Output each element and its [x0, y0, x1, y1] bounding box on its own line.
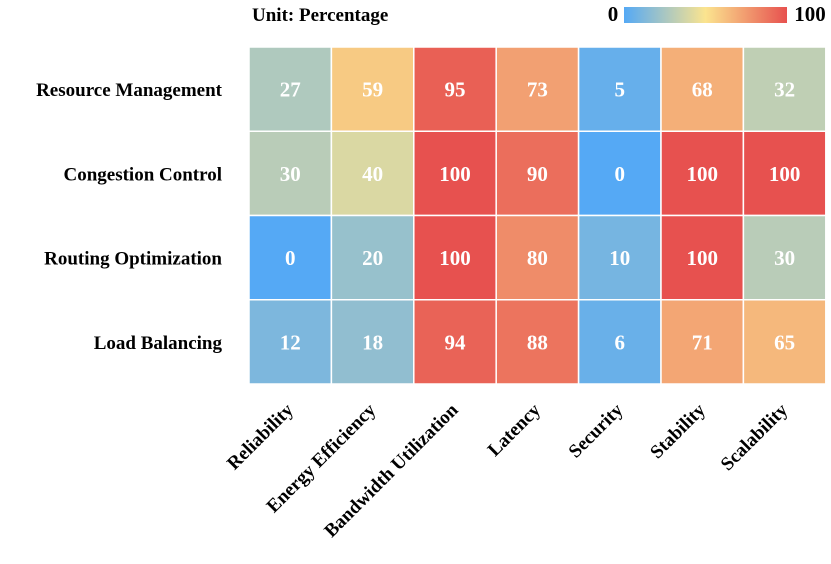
column-label: Security	[565, 399, 628, 462]
column-label: Bandwidth Utilization	[320, 399, 462, 541]
heatmap-cell	[495, 214, 580, 301]
cell-value-label: 94	[445, 330, 467, 354]
row-label: Congestion Control	[63, 164, 222, 185]
heatmap-cell	[248, 299, 333, 385]
heatmap-cell	[413, 214, 497, 301]
row-label: Resource Management	[36, 80, 223, 101]
heatmap-cell	[742, 299, 827, 385]
cell-value-label: 100	[769, 162, 801, 186]
heatmap-cell	[413, 130, 497, 217]
column-label: Reliability	[223, 399, 298, 474]
cell-value-label: 30	[774, 246, 795, 270]
cell-value-label: 59	[362, 78, 383, 102]
cell-value-label: 40	[362, 162, 383, 186]
cell-value-label: 88	[527, 330, 548, 354]
heatmap-cell	[248, 46, 333, 132]
cell-value-label: 80	[527, 246, 548, 270]
row-label: Routing Optimization	[44, 249, 222, 270]
cell-value-label: 27	[280, 78, 301, 102]
heatmap-cell	[330, 46, 415, 132]
heatmap-cells: 27 59 95 73 5 68 32 30 40 100 90 0 100 100 0 20 100 80 10 1…	[248, 46, 827, 385]
heatmap-cell	[577, 214, 662, 301]
cell-value-label: 65	[774, 330, 795, 354]
heatmap-cell	[742, 214, 827, 301]
cell-value-label: 18	[362, 330, 383, 354]
cell-value-label: 71	[692, 330, 713, 354]
column-label: Stability	[646, 399, 710, 463]
cell-value-label: 90	[527, 162, 548, 186]
cell-value-label: 100	[686, 246, 718, 270]
cell-value-label: 30	[280, 162, 301, 186]
heatmap-cell	[660, 214, 745, 301]
chart-title: Unit: Percentage	[252, 5, 388, 26]
row-label: Load Balancing	[94, 333, 223, 354]
colorbar-max-label: 100	[794, 2, 826, 26]
cell-value-label: 5	[615, 78, 626, 102]
heatmap-cell	[660, 299, 745, 385]
heatmap-cell	[413, 46, 497, 132]
heatmap-cell	[248, 130, 333, 217]
cell-value-label: 73	[527, 78, 548, 102]
colorbar	[624, 7, 787, 23]
heatmap-cell	[660, 46, 745, 132]
cell-value-label: 0	[285, 246, 296, 270]
row-labels: Resource Management Congestion Control Rou…	[36, 80, 223, 354]
heatmap-cell	[495, 299, 580, 385]
cell-value-label: 100	[439, 162, 471, 186]
cell-value-label: 32	[774, 78, 795, 102]
cell-value-label: 20	[362, 246, 383, 270]
heatmap-cell	[577, 130, 662, 217]
cell-value-label: 12	[280, 330, 301, 354]
heatmap-cell	[330, 214, 415, 301]
column-label: Latency	[484, 399, 545, 460]
colorbar-min-label: 0	[608, 2, 619, 26]
cell-value-label: 100	[686, 162, 718, 186]
heatmap-cell	[330, 299, 415, 385]
cell-value-label: 10	[609, 246, 630, 270]
cell-value-label: 95	[445, 78, 466, 102]
cell-value-label: 100	[439, 246, 471, 270]
column-label: Scalability	[717, 399, 793, 475]
heatmap-cell	[742, 130, 827, 217]
cell-value-label: 0	[615, 162, 626, 186]
cell-value-label: 68	[692, 78, 713, 102]
cell-value-label: 6	[615, 330, 626, 354]
